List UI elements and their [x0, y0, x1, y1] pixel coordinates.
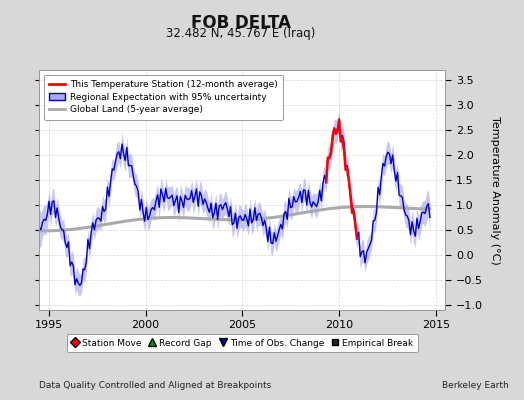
Y-axis label: Temperature Anomaly (°C): Temperature Anomaly (°C)	[490, 116, 500, 264]
Legend: Station Move, Record Gap, Time of Obs. Change, Empirical Break: Station Move, Record Gap, Time of Obs. C…	[67, 334, 418, 352]
Legend: This Temperature Station (12-month average), Regional Expectation with 95% uncer: This Temperature Station (12-month avera…	[44, 74, 283, 120]
Text: Data Quality Controlled and Aligned at Breakpoints: Data Quality Controlled and Aligned at B…	[39, 381, 271, 390]
Text: 32.482 N, 45.767 E (Iraq): 32.482 N, 45.767 E (Iraq)	[166, 27, 316, 40]
Text: Berkeley Earth: Berkeley Earth	[442, 381, 508, 390]
Text: FOB DELTA: FOB DELTA	[191, 14, 291, 32]
